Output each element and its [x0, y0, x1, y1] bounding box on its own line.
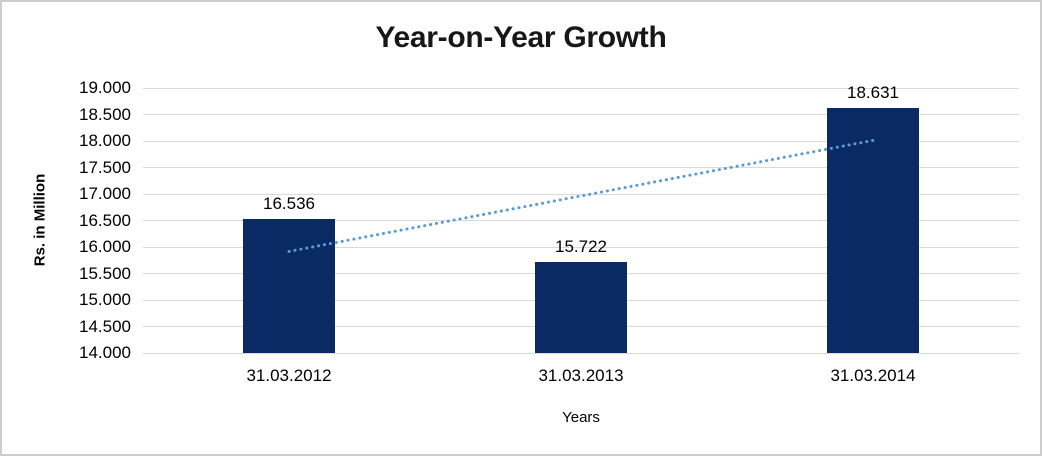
chart-title: Year-on-Year Growth: [375, 21, 667, 54]
y-tick-label: 15.500: [79, 263, 131, 283]
gridline: [143, 193, 1019, 195]
x-axis-line: [143, 352, 1019, 354]
y-tick-label: 18.500: [79, 104, 131, 124]
y-tick-label: 19.000: [79, 78, 131, 97]
bar-value-label: 15.722: [555, 236, 607, 256]
y-tick-label: 17.000: [79, 184, 131, 203]
plot-area: [143, 87, 1019, 354]
bar-value-label: 18.631: [847, 82, 899, 102]
y-tick-label: 14.000: [79, 343, 131, 362]
bar-value-label: 16.536: [263, 193, 315, 213]
y-tick-label: 16.000: [79, 237, 131, 256]
bar-31.03.2013: [535, 261, 627, 353]
gridline: [143, 87, 1019, 89]
x-tick-label: 31.03.2012: [246, 366, 332, 385]
bar-31.03.2012: [243, 218, 335, 353]
gridline: [143, 167, 1019, 168]
x-axis-title: Years: [562, 409, 600, 426]
trendline: [287, 138, 875, 253]
bar-31.03.2014: [827, 107, 919, 353]
y-tick-label: 14.500: [79, 316, 131, 336]
gridline: [143, 220, 1019, 221]
y-tick-label: 18.000: [79, 131, 131, 150]
y-tick-label: 17.500: [79, 157, 131, 177]
x-tick-label: 31.03.2013: [538, 366, 624, 385]
y-tick-label: 16.500: [79, 210, 131, 230]
gridline: [143, 246, 1019, 248]
gridline: [143, 140, 1019, 142]
gridline: [143, 114, 1019, 115]
x-tick-label: 31.03.2014: [830, 366, 916, 385]
y-tick-label: 15.000: [79, 290, 131, 309]
